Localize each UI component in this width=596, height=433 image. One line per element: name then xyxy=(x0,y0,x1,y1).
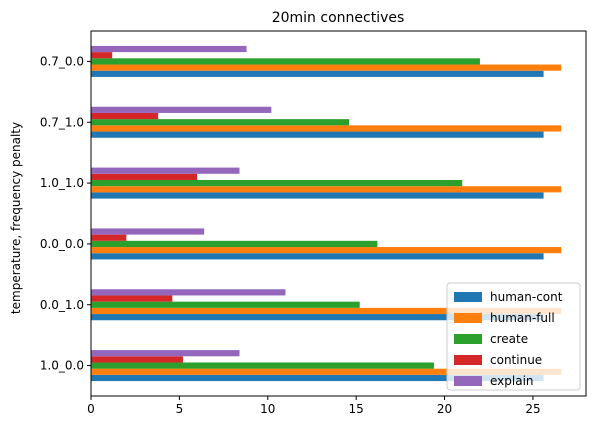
legend-swatch-human-full xyxy=(454,313,482,323)
bar-explain-0.0_1.0 xyxy=(91,289,286,296)
bar-explain-0.7_0.0 xyxy=(91,45,247,53)
x-tick-label: 25 xyxy=(525,402,540,416)
legend-label-human-cont: human-cont xyxy=(490,290,563,304)
y-ticks-group: 1.0_0.0 0.0_1.0 0.0_0.0 1.0_1.0 0.7_1.0 0.7_0… xyxy=(40,54,91,373)
x-tick-label: 5 xyxy=(176,402,184,416)
x-ticks-group: 0 5 10 15 20 25 xyxy=(87,396,541,416)
bar-human-full-1.0_1.0 xyxy=(91,186,562,193)
y-axis-label: temperature, frequency penalty xyxy=(9,122,23,314)
x-tick-label: 0 xyxy=(87,402,95,416)
y-tick-label: 0.0_1.0 xyxy=(40,298,84,312)
legend-swatch-continue xyxy=(454,355,482,365)
bar-create-0.7_1.0 xyxy=(91,119,350,126)
bar-human-full-0.0_0.0 xyxy=(91,247,562,254)
bar-continue-1.0_0.0 xyxy=(91,356,183,363)
bar-human-full-0.7_0.0 xyxy=(91,64,562,71)
bar-human-cont-0.7_0.0 xyxy=(91,70,544,77)
bars-group xyxy=(91,45,562,382)
bar-explain-0.0_0.0 xyxy=(91,228,205,235)
x-tick-label: 20 xyxy=(437,402,452,416)
legend-label-human-full: human-full xyxy=(490,311,555,325)
bar-create-0.0_0.0 xyxy=(91,240,378,248)
bar-human-cont-0.0_0.0 xyxy=(91,253,544,260)
bar-human-cont-0.7_1.0 xyxy=(91,131,544,138)
bar-create-0.7_0.0 xyxy=(91,58,480,65)
bar-create-1.0_0.0 xyxy=(91,362,434,369)
legend-label-continue: continue xyxy=(490,353,542,367)
plot-frame xyxy=(90,30,587,397)
legend-label-explain: explain xyxy=(490,374,534,388)
legend-swatch-create xyxy=(454,334,482,344)
legend: human-cont human-full create continue explai… xyxy=(446,282,581,391)
y-tick-label: 0.7_0.0 xyxy=(40,54,84,68)
bar-continue-0.0_0.0 xyxy=(91,234,127,241)
bar-create-1.0_1.0 xyxy=(91,179,463,187)
legend-label-create: create xyxy=(490,332,528,346)
bar-explain-0.7_1.0 xyxy=(91,106,272,113)
y-tick-label: 1.0_1.0 xyxy=(40,176,84,190)
bar-human-full-0.0_1.0 xyxy=(91,307,562,315)
y-tick-label: 0.0_0.0 xyxy=(40,237,84,251)
x-tick-label: 15 xyxy=(349,402,364,416)
bar-human-cont-0.0_1.0 xyxy=(91,314,544,321)
x-tick-label: 10 xyxy=(260,402,275,416)
bar-explain-1.0_0.0 xyxy=(91,350,240,357)
legend-swatch-explain xyxy=(454,376,482,386)
bar-continue-1.0_1.0 xyxy=(91,173,198,180)
bar-explain-1.0_1.0 xyxy=(91,167,240,174)
bar-create-0.0_1.0 xyxy=(91,301,360,308)
bar-human-full-1.0_0.0 xyxy=(91,368,562,375)
bar-human-cont-1.0_1.0 xyxy=(91,192,544,199)
bar-continue-0.7_1.0 xyxy=(91,112,159,120)
bar-continue-0.7_0.0 xyxy=(91,52,113,59)
bar-human-full-0.7_1.0 xyxy=(91,125,562,132)
bar-continue-0.0_1.0 xyxy=(91,295,173,302)
y-tick-label: 1.0_0.0 xyxy=(40,359,84,373)
legend-swatch-human-cont xyxy=(454,292,482,302)
chart-title: 20min connectives xyxy=(272,10,405,26)
bar-human-cont-1.0_0.0 xyxy=(91,374,544,382)
y-tick-label: 0.7_1.0 xyxy=(40,115,84,129)
